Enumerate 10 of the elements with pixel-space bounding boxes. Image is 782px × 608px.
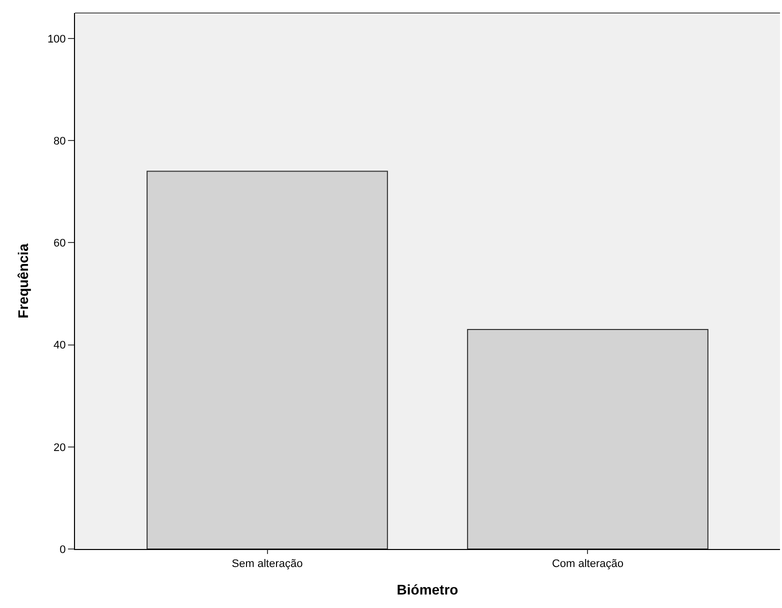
y-tick-label: 40 (54, 340, 66, 352)
y-tick-label: 100 (47, 33, 66, 46)
x-tick-label: Com alteração (552, 558, 624, 570)
y-axis-title: Frequência (15, 243, 32, 318)
x-axis-title: Biómetro (396, 582, 458, 598)
y-tick-label: 20 (54, 442, 66, 454)
y-tick-label: 60 (54, 238, 66, 250)
y-tick-label: 80 (54, 135, 66, 148)
y-tick-label: 0 (60, 544, 66, 556)
x-tick-label: Sem alteração (232, 558, 303, 570)
